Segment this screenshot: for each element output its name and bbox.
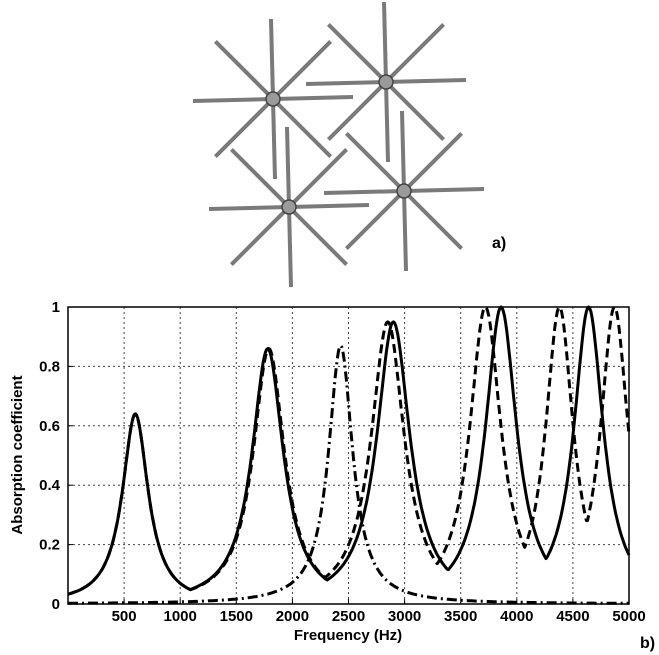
y-tick-label: 0.8 <box>39 358 60 375</box>
hub-node <box>265 91 281 107</box>
series-line-dashed <box>67 305 631 596</box>
series-line-dashdot <box>67 344 630 605</box>
x-tick-label: 1000 <box>164 608 197 625</box>
y-tick-label: 0.6 <box>39 418 60 435</box>
panel-a-label: a) <box>492 235 506 252</box>
star-top-right <box>305 1 467 163</box>
y-tick-label: 0.4 <box>39 477 61 494</box>
hub-node <box>281 199 297 215</box>
x-tick-labels: 500 1000 1500 2000 2500 3000 3500 4000 4500 5000 <box>112 608 646 625</box>
x-tick-label: 5000 <box>612 608 645 625</box>
x-tick-label: 4000 <box>500 608 533 625</box>
x-tick-label: 500 <box>112 608 137 625</box>
y-axis-label: Absorption coefficient <box>9 375 26 534</box>
absorption-chart: 500 1000 1500 2000 2500 3000 3500 4000 4500 5000 … <box>9 299 646 644</box>
x-tick-label: 3500 <box>444 608 477 625</box>
y-tick-labels: 0 0.2 0.4 0.6 0.8 1 <box>39 299 61 613</box>
x-tick-label: 4500 <box>556 608 589 625</box>
x-tick-label: 1500 <box>220 608 253 625</box>
panel-b-label: b) <box>640 635 655 652</box>
x-tick-label: 2000 <box>276 608 309 625</box>
x-axis-label: Frequency (Hz) <box>294 627 402 644</box>
lattice-diagram <box>192 1 485 288</box>
x-tick-label: 3000 <box>388 608 421 625</box>
hub-node <box>396 183 412 199</box>
y-tick-label: 0 <box>52 596 60 613</box>
plot-frame <box>67 306 630 605</box>
series-layer <box>67 305 631 605</box>
star-bottom-right <box>323 110 485 272</box>
x-tick-label: 2500 <box>332 608 365 625</box>
star-bottom-left <box>208 126 370 288</box>
y-tick-label: 1 <box>52 299 60 316</box>
hub-node <box>378 74 394 90</box>
y-tick-label: 0.2 <box>39 537 60 554</box>
series-line-solid <box>67 305 631 596</box>
star-top-left <box>192 18 354 180</box>
